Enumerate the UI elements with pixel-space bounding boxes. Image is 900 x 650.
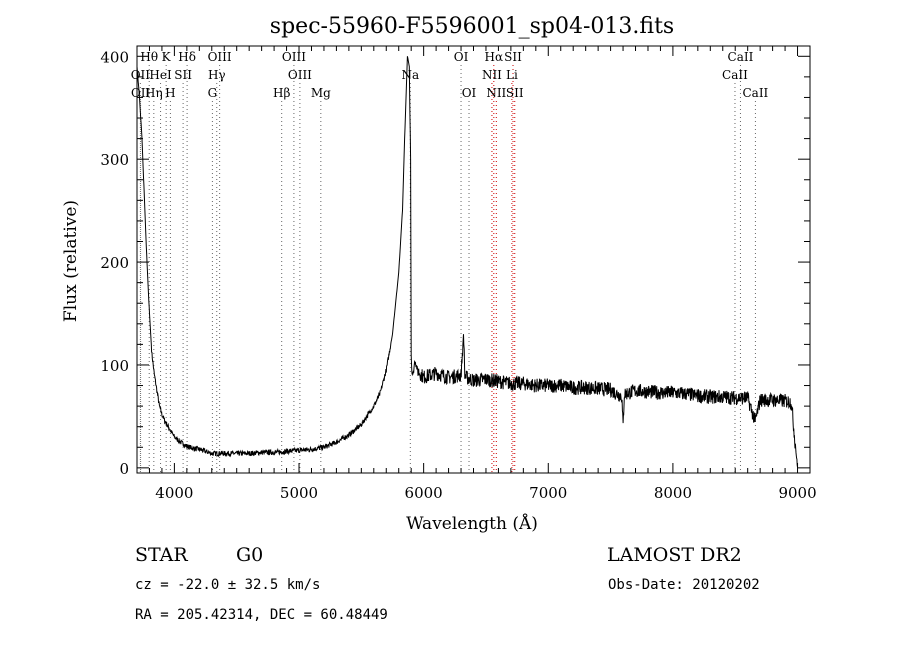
line-marker-label: Hγ	[208, 68, 226, 82]
axis-ticks: 4000 5000 6000 7000 8000 9000 0 100 200 300 400	[100, 46, 817, 502]
line-marker-label: Li	[506, 68, 518, 82]
line-marker-layer	[139, 65, 756, 473]
line-marker-label: CaII	[728, 50, 754, 64]
line-marker-label: OI	[454, 50, 469, 64]
x-tick-label: 7000	[529, 484, 567, 502]
line-marker-label: Hθ	[140, 50, 158, 64]
coordinates: RA = 205.42314, DEC = 60.48449	[135, 607, 388, 623]
y-tick-label: 100	[100, 357, 129, 375]
line-marker-label: Hη	[145, 86, 163, 100]
object-class: STAR	[135, 544, 188, 566]
y-tick-label: 200	[100, 254, 129, 272]
line-marker-label: Na	[401, 68, 419, 82]
line-marker-label: OIII	[208, 50, 232, 64]
y-tick-label: 400	[100, 48, 129, 66]
chart-title: spec-55960-F5596001_sp04-013.fits	[270, 14, 674, 39]
line-marker-label: Hα	[485, 50, 504, 64]
x-tick-label: 8000	[654, 484, 692, 502]
line-marker-label: OII	[131, 68, 151, 82]
obs-date: Obs-Date: 20120202	[608, 577, 760, 593]
line-marker-label: OIII	[288, 68, 312, 82]
line-marker-label: SII	[504, 50, 522, 64]
line-marker-label: Mg	[311, 86, 331, 100]
object-subclass: G0	[236, 544, 263, 566]
line-marker-label: Hδ	[178, 50, 196, 64]
line-marker-label: Hβ	[273, 86, 290, 100]
x-tick-label: 9000	[778, 484, 816, 502]
spectrum-series-line	[136, 56, 798, 468]
survey-name: LAMOST DR2	[607, 544, 742, 566]
line-marker-label: CaII	[742, 86, 768, 100]
line-marker-label: K	[162, 50, 172, 64]
line-marker-label: HeI	[149, 68, 172, 82]
line-marker-label: H	[165, 86, 175, 100]
line-marker-label: OIII	[282, 50, 306, 64]
x-tick-label: 6000	[405, 484, 443, 502]
line-marker-label: NII	[486, 86, 506, 100]
y-tick-label: 300	[100, 151, 129, 169]
redshift-info: cz = -22.0 ± 32.5 km/s	[135, 577, 320, 593]
line-marker-label: OI	[462, 86, 477, 100]
line-marker-label: G	[208, 86, 218, 100]
line-marker-label: NII	[482, 68, 502, 82]
x-tick-label: 5000	[280, 484, 318, 502]
line-marker-label: CaII	[722, 68, 748, 82]
x-axis-label: Wavelength (Å)	[406, 513, 538, 534]
x-tick-label: 4000	[155, 484, 193, 502]
line-marker-label: OII	[131, 86, 151, 100]
plot-frame	[136, 45, 811, 474]
y-axis-label: Flux (relative)	[61, 200, 81, 322]
line-marker-label: SII	[506, 86, 524, 100]
y-tick-label: 0	[119, 460, 129, 478]
line-marker-label: SII	[174, 68, 192, 82]
